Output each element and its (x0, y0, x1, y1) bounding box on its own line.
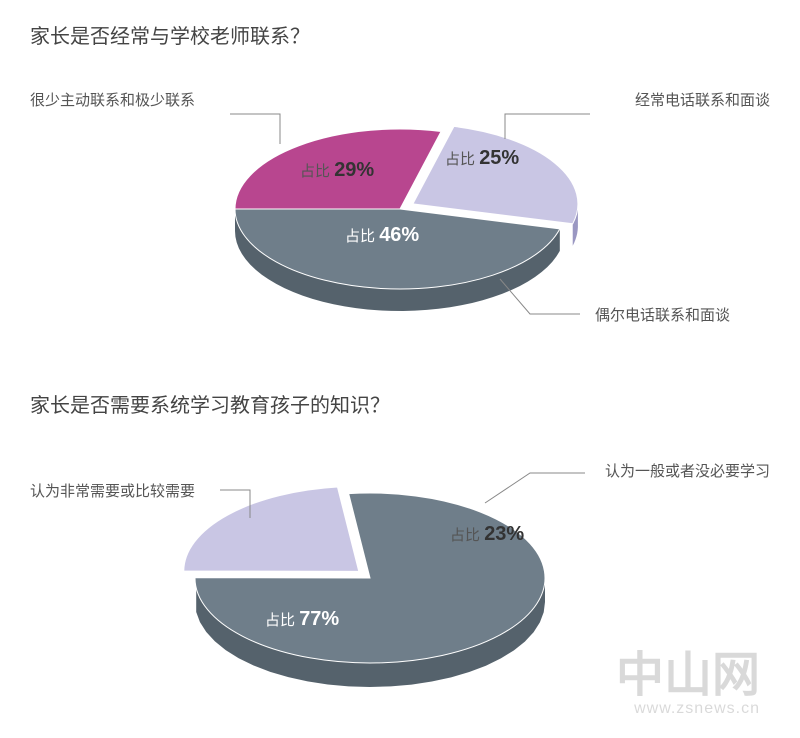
watermark-line2: www.zsnews.cn (616, 700, 760, 718)
chart2-slice0-label: 认为非常需要或比较需要 (30, 480, 195, 501)
chart2-value-1: 占比 23% (450, 523, 524, 546)
chart-block-2: 家长是否需要系统学习教育孩子的知识？ 认为非常需要或比较需要 占比 77% 认为… (30, 389, 770, 718)
chart1-value-1: 占比 25% (445, 147, 519, 170)
chart1-slice1-value: 占比 25% (445, 147, 519, 170)
chart2-pie-wrap: 认为非常需要或比较需要 占比 77% 认为一般或者没必要学习 占比 23% 中山… (30, 468, 770, 718)
chart1-callout-0: 很少主动联系和极少联系 (30, 89, 195, 110)
chart-block-1: 家长是否经常与学校老师联系？ 很少主动联系和极少联系 占比 29% 经常电话联系… (30, 20, 770, 349)
chart2-callout-0: 认为非常需要或比较需要 (30, 480, 195, 501)
chart1-value-0: 占比 29% (300, 159, 374, 182)
chart2-slice1-value: 占比 23% (450, 523, 524, 546)
chart1-slice2-value: 占比 46% (345, 224, 419, 247)
chart1-pie-wrap: 很少主动联系和极少联系 占比 29% 经常电话联系和面谈 占比 25% 偶尔电话… (30, 99, 770, 349)
chart1-callout-2: 偶尔电话联系和面谈 (595, 304, 730, 325)
chart1-slice0-value: 占比 29% (300, 159, 374, 182)
chart1-title: 家长是否经常与学校老师联系？ (30, 20, 770, 49)
watermark: 中山网 www.zsnews.cn (616, 652, 760, 718)
chart2-slice0-value: 占比 77% (265, 608, 339, 631)
chart1-slice0-label: 很少主动联系和极少联系 (30, 89, 195, 110)
watermark-line1: 中山网 (616, 652, 760, 700)
chart2-slice1-label: 认为一般或者没必要学习 (605, 460, 770, 481)
chart1-slice2-label: 偶尔电话联系和面谈 (595, 304, 730, 325)
chart1-slice1-label: 经常电话联系和面谈 (635, 89, 770, 110)
chart2-value-0: 占比 77% (265, 608, 339, 631)
chart1-callout-1: 经常电话联系和面谈 (635, 89, 770, 110)
chart1-value-2: 占比 46% (345, 224, 419, 247)
chart2-title: 家长是否需要系统学习教育孩子的知识？ (30, 389, 770, 418)
chart2-callout-1: 认为一般或者没必要学习 (605, 460, 770, 481)
